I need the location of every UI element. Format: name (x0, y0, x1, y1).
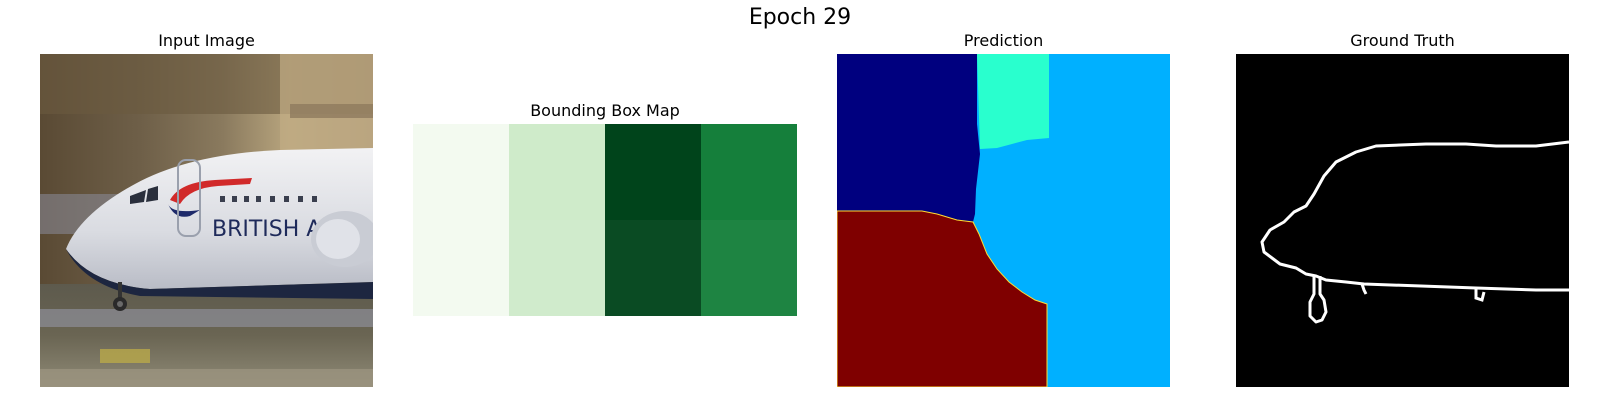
ground-truth-gear-front (1308, 276, 1328, 324)
bbox-cell (605, 124, 701, 316)
ground-truth-title: Ground Truth (1350, 31, 1455, 50)
prediction-region-navy (837, 54, 980, 222)
ground-truth-gear-mid (1360, 283, 1368, 295)
bounding-box-map (413, 124, 797, 316)
input-image-title: Input Image (158, 31, 255, 50)
bbox-cell (701, 124, 797, 316)
figure-title: Epoch 29 (748, 5, 852, 30)
ground-truth-gear-rear (1474, 288, 1486, 302)
prediction-map (837, 54, 1170, 387)
bbox-cell (509, 124, 605, 316)
prediction-region-teal (977, 54, 1049, 149)
ground-truth-svg (1260, 140, 1569, 324)
prediction-region-maroon (837, 210, 1048, 387)
prediction-svg (837, 54, 1170, 387)
bounding-box-map-title: Bounding Box Map (530, 101, 680, 120)
ground-truth-outline (1260, 140, 1569, 292)
bbox-cell (413, 124, 509, 316)
prediction-title: Prediction (963, 31, 1044, 50)
input-image-svg: BRITISH A (40, 54, 373, 387)
input-image: BRITISH A (40, 54, 373, 387)
fuselage-text: BRITISH A (212, 217, 321, 242)
ground-truth-map (1236, 54, 1569, 387)
